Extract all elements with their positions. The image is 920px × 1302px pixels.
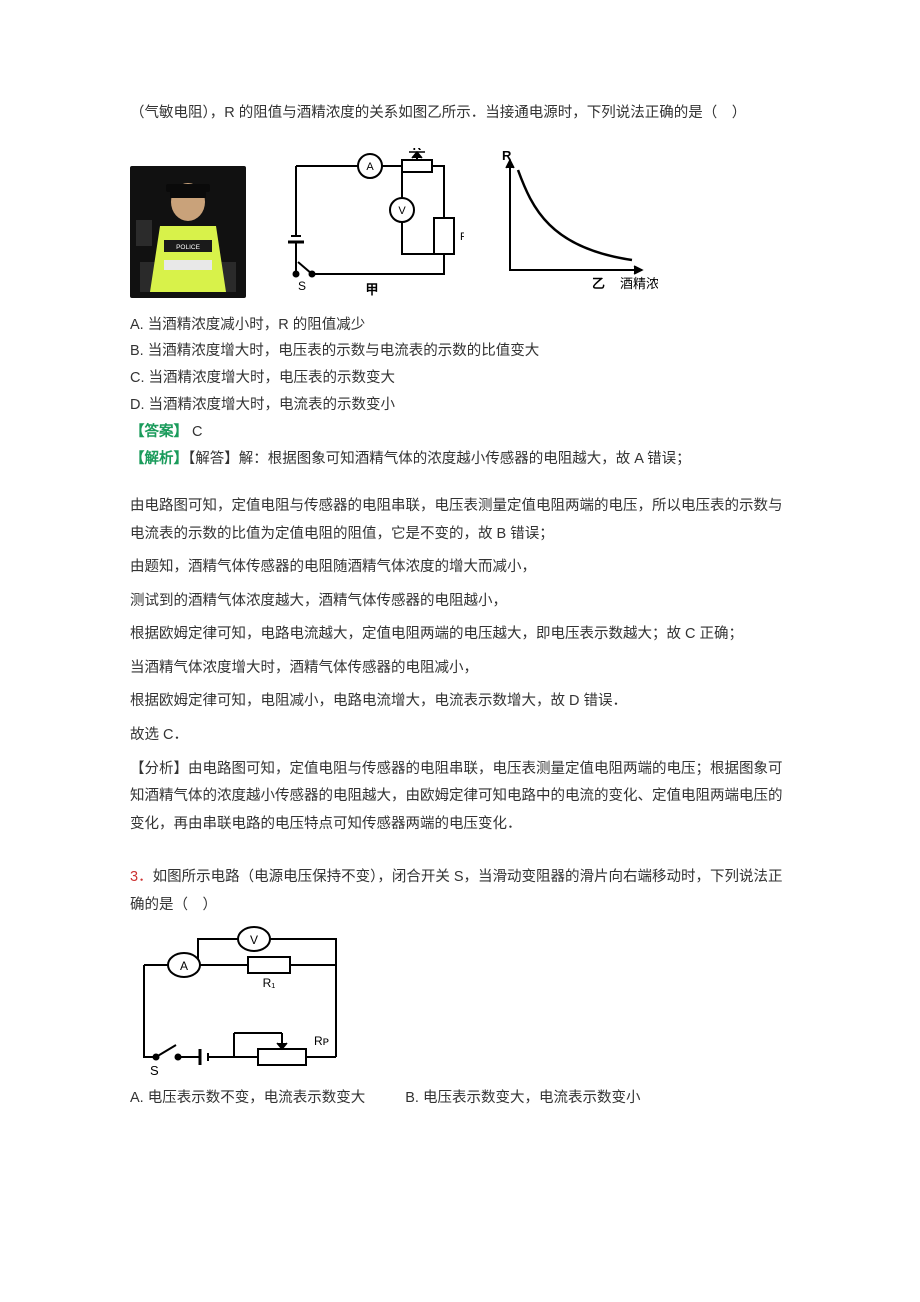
fenxi-label: 【分析】 — [130, 761, 188, 777]
q3-circuit: V A R₁ Rᴘ S — [130, 925, 354, 1081]
q3-rp-label: Rᴘ — [314, 1034, 329, 1048]
q2-circuit: A V R R₀ S 甲 — [274, 148, 464, 298]
q2-fenxi: 【分析】由电路图可知，定值电阻与传感器的电阻串联，电压表测量定值电阻两端的电压；… — [130, 756, 790, 839]
q2-fenxi-body: 由电路图可知，定值电阻与传感器的电阻串联，电压表测量定值电阻两端的电压；根据图象… — [130, 761, 783, 832]
graph-x-label: 酒精浓度 — [620, 276, 658, 291]
q2-lead-in: （气敏电阻），R 的阻值与酒精浓度的关系如图乙所示．当接通电源时，下列说法正确的… — [130, 100, 790, 128]
q3-r1-label: R₁ — [263, 976, 276, 990]
panel-yi: 乙 — [592, 276, 605, 291]
r-label: R — [413, 148, 422, 153]
analysis-label: 【解析】 — [130, 451, 188, 467]
q2-option-b: B. 当酒精浓度增大时，电压表的示数与电流表的示数的比值变大 — [130, 338, 790, 365]
q2-analysis-body-4: 当酒精气体浓度增大时，酒精气体传感器的电阻减小， — [130, 655, 790, 683]
voltmeter-label: V — [398, 205, 406, 217]
q2-analysis-body-1: 由题知，酒精气体传感器的电阻随酒精气体浓度的增大而减小， — [130, 554, 790, 582]
spacer — [130, 479, 790, 493]
svg-text:POLICE: POLICE — [176, 244, 201, 251]
q2-photo: POLICE — [130, 166, 246, 298]
q3-s-label: S — [150, 1063, 159, 1078]
q3-number: 3． — [130, 869, 153, 885]
q2-analysis-body-5: 根据欧姆定律可知，电阻减小，电路电流增大，电流表示数增大，故 D 错误． — [130, 688, 790, 716]
panel-jia: 甲 — [365, 282, 378, 297]
spacer — [130, 844, 790, 864]
q2-answer: C — [192, 424, 202, 440]
q2-analysis-prefix: 【解答】解：根据图象可知酒精气体的浓度越小传感器的电阻越大，故 A 错误； — [188, 451, 691, 467]
q2-analysis-body-2: 测试到的酒精气体浓度越大，酒精气体传感器的电阻越小， — [130, 588, 790, 616]
q3-a-label: A — [180, 959, 188, 973]
graph-y-label: R — [502, 148, 512, 163]
q3-v-label: V — [250, 933, 258, 947]
q2-analysis-first: 【解析】【解答】解：根据图象可知酒精气体的浓度越小传感器的电阻越大，故 A 错误… — [130, 446, 790, 474]
q2-option-d: D. 当酒精浓度增大时，电流表的示数变小 — [130, 392, 790, 419]
q2-answer-line: 【答案】C — [130, 419, 790, 446]
q3-stem: 如图所示电路（电源电压保持不变），闭合开关 S，当滑动变阻器的滑片向右端移动时，… — [130, 869, 783, 913]
q2-option-a: A. 当酒精浓度减小时，R 的阻值减少 — [130, 312, 790, 339]
answer-label: 【答案】 — [130, 424, 188, 440]
q3-stem-line: 3．如图所示电路（电源电压保持不变），闭合开关 S，当滑动变阻器的滑片向右端移动… — [130, 864, 790, 919]
q3-option-a: A. 电压表示数不变，电流表示数变大 — [130, 1085, 365, 1113]
q3-options-row: A. 电压表示数不变，电流表示数变大 B. 电压表示数变大，电流表示数变小 — [130, 1085, 790, 1113]
q2-figure-row: POLICE — [130, 148, 790, 298]
ammeter-label: A — [366, 161, 374, 173]
q2-analysis-body-3: 根据欧姆定律可知，电路电流越大，定值电阻两端的电压越大，即电压表示数越大；故 C… — [130, 621, 790, 649]
r0-label: R₀ — [460, 231, 464, 243]
s-label: S — [298, 279, 306, 293]
q2-analysis-body-0: 由电路图可知，定值电阻与传感器的电阻串联，电压表测量定值电阻两端的电压，所以电压… — [130, 493, 790, 548]
q2-graph: R 酒精浓度 乙 — [492, 148, 658, 298]
q2-option-c: C. 当酒精浓度增大时，电压表的示数变大 — [130, 365, 790, 392]
q3-option-b: B. 电压表示数变大，电流表示数变小 — [405, 1085, 640, 1113]
q2-analysis-body-6: 故选 C． — [130, 722, 790, 750]
